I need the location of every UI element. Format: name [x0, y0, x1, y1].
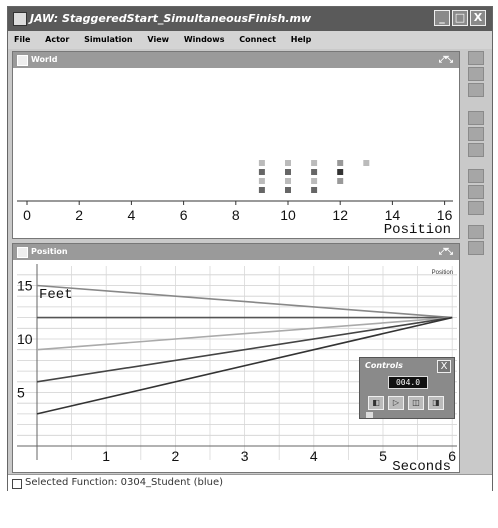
x-tick-label: 1 — [102, 448, 110, 464]
position-title: Position — [31, 247, 68, 256]
world-position-marker — [311, 169, 318, 175]
world-tick-label: 12 — [332, 207, 348, 223]
world-position-marker — [363, 160, 370, 166]
tool-button[interactable] — [468, 67, 484, 81]
world-position-marker — [285, 160, 291, 166]
application-window: JAW: StaggeredStart_SimultaneousFinish.m… — [7, 6, 493, 491]
menu-windows[interactable]: Windows — [183, 35, 225, 44]
x-axis-label: Seconds — [392, 459, 451, 472]
play-button[interactable]: ▷ — [388, 396, 404, 410]
position-header[interactable]: Position ⤢⤡ — [13, 244, 459, 260]
tool-button[interactable] — [468, 185, 484, 199]
world-frame: World ⤢⤡ 0 2 4 6 8 10 12 14 16 Position — [12, 51, 460, 239]
position-series-line[interactable] — [36, 316, 453, 415]
position-frame-checkbox[interactable] — [17, 247, 28, 258]
position-series-line[interactable] — [36, 284, 453, 319]
position-plot: 15 10 5 1 2 3 4 5 6 Position Feet Seconds — [17, 264, 457, 472]
maximize-button[interactable]: □ — [452, 10, 468, 26]
x-tick-label: 5 — [379, 448, 387, 464]
world-position-marker — [311, 178, 318, 184]
world-tick-label: 8 — [232, 207, 240, 223]
status-bar: Selected Function: 0304_Student (blue) — [8, 474, 492, 491]
tool-button[interactable] — [468, 169, 484, 183]
app-icon — [13, 12, 27, 26]
tool-button[interactable] — [468, 241, 484, 255]
controls-expand-icon[interactable] — [366, 412, 373, 418]
minimize-button[interactable]: _ — [434, 10, 450, 26]
world-position-marker — [258, 178, 265, 184]
tool-button[interactable] — [468, 83, 484, 97]
tool-button[interactable] — [468, 201, 484, 215]
y-tick-label: 10 — [17, 331, 33, 347]
selected-function-checkbox[interactable] — [12, 479, 22, 489]
world-position-marker — [285, 187, 291, 193]
resize-icon[interactable]: ⤢⤡ — [438, 55, 453, 65]
menu-connect[interactable]: Connect — [239, 35, 276, 44]
world-position-marker — [311, 187, 318, 193]
window-title: JAW: StaggeredStart_SimultaneousFinish.m… — [30, 12, 312, 25]
y-tick-label: 5 — [17, 385, 25, 401]
position-series-line[interactable] — [36, 316, 453, 383]
tool-button[interactable] — [468, 143, 484, 157]
world-position-marker — [258, 169, 265, 175]
end-button[interactable]: ◨ — [428, 396, 444, 410]
world-tick-label: 16 — [437, 207, 453, 223]
controls-panel[interactable]: Controls X 004.0 ◧ ▷ ◫ ◨ — [359, 357, 455, 419]
x-tick-label: 6 — [448, 448, 456, 464]
time-display: 004.0 — [388, 376, 428, 389]
tool-button[interactable] — [468, 225, 484, 239]
menu-bar: File Actor Simulation View Windows Conne… — [8, 31, 492, 49]
position-series-line[interactable] — [36, 316, 453, 351]
world-tick-label: 10 — [280, 207, 296, 223]
world-axis-label: Position — [384, 222, 451, 238]
controls-title: Controls — [365, 361, 403, 370]
controls-close-button[interactable]: X — [437, 360, 451, 373]
menu-actor[interactable]: Actor — [45, 35, 70, 44]
resize-icon[interactable]: ⤢⤡ — [438, 247, 453, 257]
status-text: Selected Function: 0304_Student (blue) — [25, 477, 224, 488]
menu-simulation[interactable]: Simulation — [84, 35, 133, 44]
world-tick-label: 14 — [385, 207, 401, 223]
world-frame-checkbox[interactable] — [17, 55, 28, 66]
world-position-marker — [337, 178, 344, 184]
tool-button[interactable] — [468, 111, 484, 125]
world-tick-label: 0 — [23, 207, 31, 223]
world-tick-label: 2 — [75, 207, 83, 223]
world-position-marker — [258, 187, 265, 193]
world-title: World — [31, 55, 58, 64]
y-tick-label: 15 — [17, 278, 33, 294]
x-tick-label: 4 — [310, 448, 318, 464]
menu-view[interactable]: View — [147, 35, 170, 44]
menu-help[interactable]: Help — [290, 35, 312, 44]
reset-button[interactable]: ◧ — [368, 396, 384, 410]
world-position-marker — [258, 160, 265, 166]
x-tick-label: 2 — [172, 448, 180, 464]
world-tick-label: 4 — [128, 207, 136, 223]
menu-file[interactable]: File — [14, 35, 31, 44]
world-position-marker — [285, 169, 291, 175]
tool-button[interactable] — [468, 127, 484, 141]
step-button[interactable]: ◫ — [408, 396, 424, 410]
tool-button[interactable] — [468, 51, 484, 65]
world-tick-label: 6 — [180, 207, 188, 223]
world-header[interactable]: World ⤢⤡ — [13, 52, 459, 68]
x-tick-label: 3 — [241, 448, 249, 464]
close-button[interactable]: X — [470, 10, 486, 26]
world-position-marker — [337, 160, 344, 166]
world-position-marker — [311, 160, 318, 166]
title-bar[interactable]: JAW: StaggeredStart_SimultaneousFinish.m… — [8, 7, 492, 31]
y-axis-label: Feet — [39, 287, 73, 303]
world-plot: 0 2 4 6 8 10 12 14 16 Position — [17, 160, 453, 238]
position-corner-label: Position — [432, 270, 453, 276]
world-position-marker — [285, 178, 291, 184]
world-position-marker — [337, 169, 344, 175]
